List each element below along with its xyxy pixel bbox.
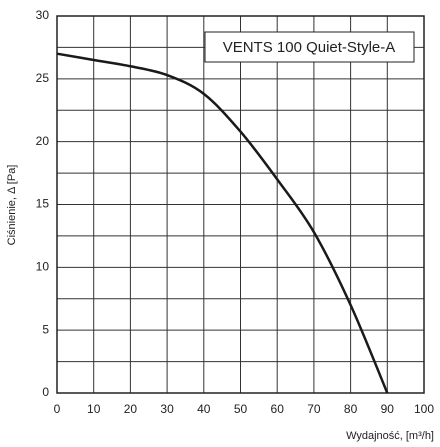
y-tick-label: 5 bbox=[42, 322, 49, 336]
y-tick-label: 15 bbox=[36, 197, 50, 211]
y-axis-label: Ciśnienie, Δ [Pa] bbox=[6, 165, 18, 246]
x-tick-label: 10 bbox=[87, 402, 101, 416]
x-tick-label: 60 bbox=[271, 402, 285, 416]
curve bbox=[56, 52, 389, 394]
legend-box bbox=[204, 31, 415, 63]
y-tick-label: 10 bbox=[36, 260, 50, 274]
x-tick-label: 0 bbox=[54, 402, 61, 416]
legend-label: VENTS 100 Quiet-Style-A bbox=[223, 39, 396, 56]
x-tick-label: 80 bbox=[344, 402, 358, 416]
x-tick-label: 40 bbox=[197, 402, 211, 416]
y-tick-label: 30 bbox=[36, 8, 50, 22]
x-tick-label: 90 bbox=[381, 402, 395, 416]
plot-frame bbox=[56, 15, 425, 394]
x-tick-label: 100 bbox=[414, 402, 434, 416]
x-axis-label: Wydajność, [m³/h] bbox=[346, 430, 434, 442]
x-tick-label: 20 bbox=[124, 402, 138, 416]
y-tick-label: 20 bbox=[36, 134, 50, 148]
x-tick-label: 50 bbox=[234, 402, 248, 416]
y-tick-label: 25 bbox=[36, 71, 50, 85]
y-tick-label: 0 bbox=[42, 385, 49, 399]
x-tick-label: 70 bbox=[307, 402, 321, 416]
x-tick-label: 30 bbox=[160, 402, 174, 416]
